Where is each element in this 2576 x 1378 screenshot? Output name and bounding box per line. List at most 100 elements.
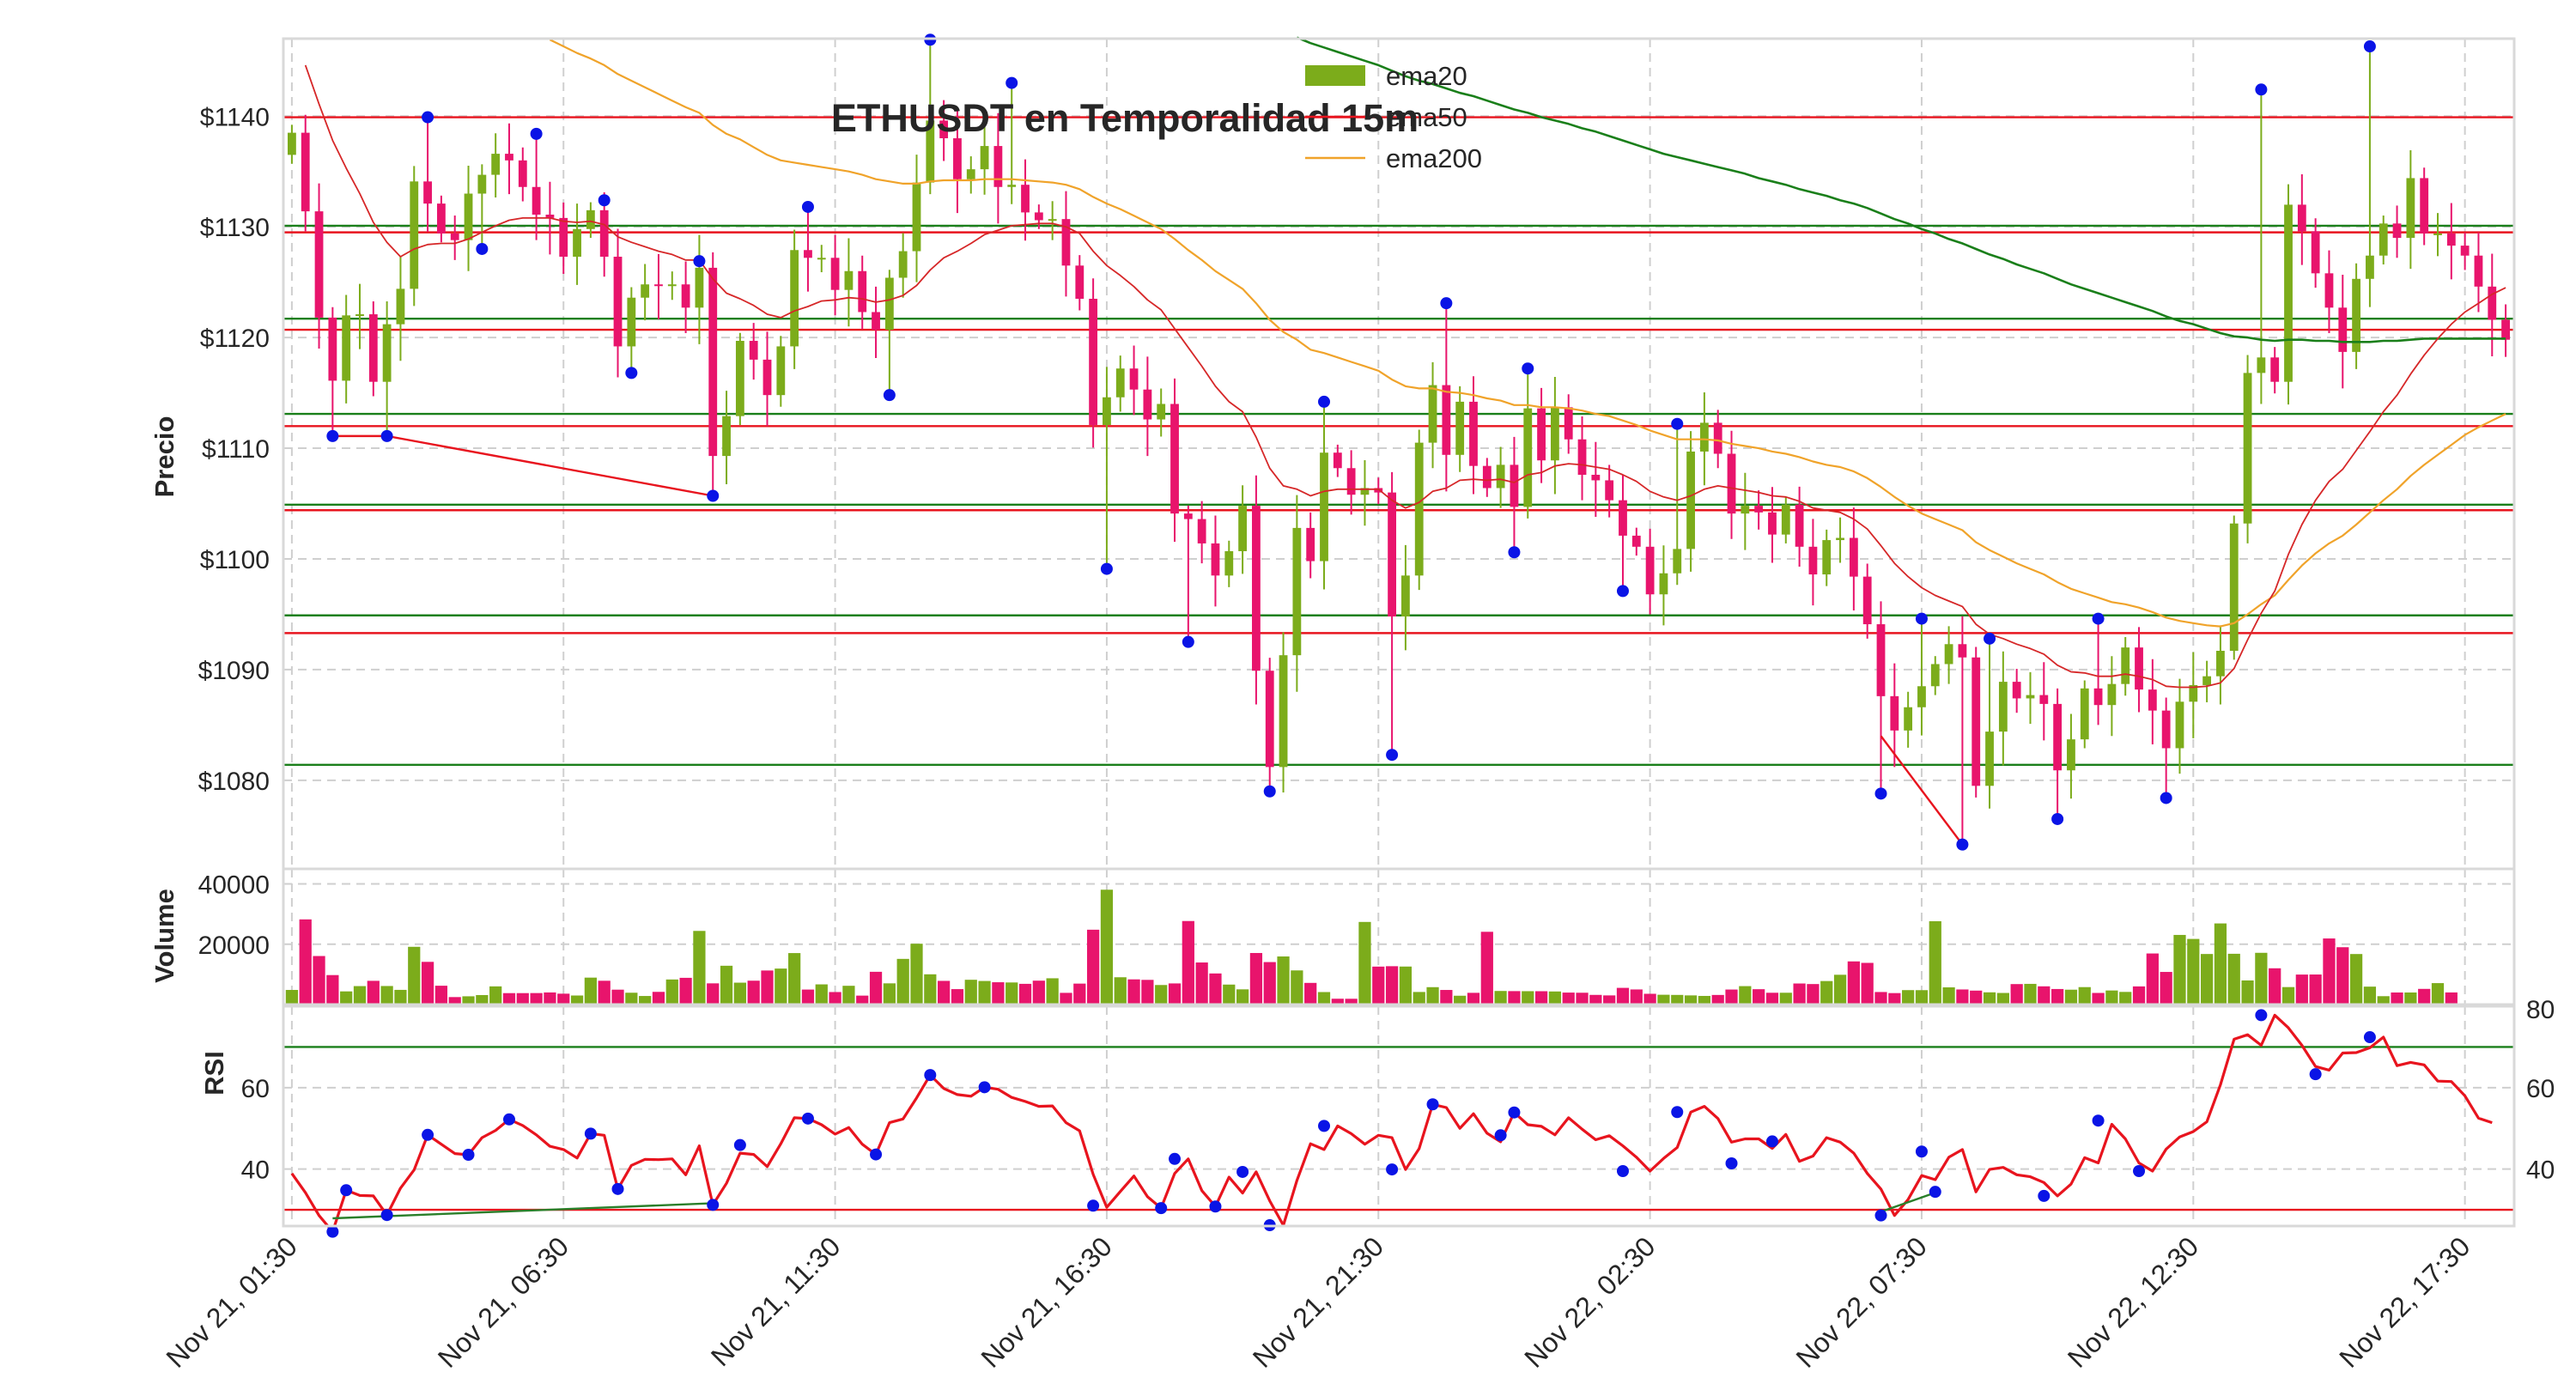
candle-body <box>2270 357 2280 382</box>
volume-bar <box>1209 973 1222 1005</box>
candle-body <box>2460 246 2470 256</box>
candle-body <box>1061 219 1071 266</box>
candle-body <box>1686 451 1695 549</box>
volume-bar <box>1548 991 1562 1005</box>
volume-bar <box>598 980 611 1005</box>
rsi-right-tick-label: 80 <box>2526 996 2555 1024</box>
candle-body <box>2080 688 2089 740</box>
candle-body <box>1496 464 1505 489</box>
volume-bar <box>1440 990 1453 1005</box>
price-tick-label: $1080 <box>198 768 270 796</box>
candle-body <box>2257 357 2266 373</box>
volume-bar <box>1114 977 1127 1005</box>
candle-body <box>1971 657 1981 786</box>
candle-body <box>1170 404 1179 514</box>
candle-body <box>1822 540 1832 575</box>
legend-label-ema20: ema20 <box>1386 61 1467 91</box>
volume-bar <box>1480 932 1493 1005</box>
volume-bar <box>733 982 746 1005</box>
rsi-pivot-marker <box>1169 1152 1182 1165</box>
candle-body <box>2297 204 2306 232</box>
candle-body <box>2067 739 2075 771</box>
volume-bar <box>408 946 421 1005</box>
rsi-pivot-marker <box>978 1081 991 1094</box>
volume-bar <box>992 982 1005 1005</box>
volume-bar <box>2295 974 2308 1005</box>
price-pivot-marker <box>1522 362 1534 375</box>
candle-body <box>2026 695 2035 699</box>
volume-bar <box>2445 992 2458 1005</box>
volume-bar <box>2024 983 2037 1005</box>
candle-body <box>423 181 432 204</box>
candle-body <box>545 215 555 218</box>
candle-body <box>505 154 513 161</box>
candle-body <box>627 297 636 347</box>
volume-bar <box>2119 992 2132 1005</box>
candle-body <box>2229 523 2239 652</box>
rsi-pivot-marker <box>2038 1189 2050 1202</box>
candle-body <box>1917 686 1926 707</box>
volume-bar <box>2227 953 2240 1005</box>
volume-bar <box>1956 989 1969 1005</box>
volume-bar <box>1793 983 1806 1005</box>
volume-bar <box>625 993 638 1005</box>
candle-body <box>288 132 296 155</box>
candle-body <box>884 277 894 331</box>
volume-bar <box>2146 953 2159 1005</box>
rsi-pivot-marker <box>1915 1145 1928 1158</box>
price-pivot-marker <box>1440 297 1453 310</box>
candle-body <box>790 250 799 347</box>
volume-bar <box>516 993 529 1005</box>
rsi-pivot-marker <box>1386 1163 1399 1176</box>
candle-body <box>2053 703 2063 771</box>
candle-body <box>749 340 758 360</box>
candle-body <box>559 217 568 257</box>
volume-bar <box>1657 994 1670 1005</box>
volume-bar <box>652 992 665 1005</box>
volume-bar <box>502 993 516 1005</box>
rsi-pivot-marker <box>1874 1209 1887 1222</box>
volume-bar <box>2160 972 2172 1005</box>
volume-bar <box>815 984 828 1005</box>
volume-bar <box>1807 984 1820 1005</box>
candle-body <box>2121 647 2130 684</box>
candle-body <box>830 258 840 290</box>
candle-body <box>2324 273 2334 308</box>
candle-body <box>1550 407 1559 461</box>
rsi-pivot-marker <box>733 1138 746 1151</box>
candle-body <box>2501 319 2510 340</box>
volume-bar <box>883 983 896 1005</box>
candle-body <box>2406 178 2415 239</box>
rsi-pivot-marker <box>1155 1202 1168 1215</box>
volume-bar <box>1413 992 1425 1005</box>
price-pivot-marker <box>326 429 339 442</box>
volume-bar <box>1820 980 1833 1005</box>
candle-body <box>695 267 704 308</box>
volume-bar <box>394 989 407 1005</box>
volume-bar <box>1589 994 1602 1005</box>
candle-body <box>2284 204 2293 382</box>
candle-body <box>953 138 962 179</box>
candle-body <box>1388 492 1396 617</box>
price-pivot-marker <box>625 367 638 379</box>
candle-body <box>1374 488 1383 493</box>
candle-body <box>1224 550 1234 576</box>
candle-body <box>1143 389 1152 420</box>
volume-bar <box>938 980 951 1005</box>
volume-bar <box>2010 984 2023 1005</box>
volume-bar <box>747 980 760 1005</box>
rsi-pivot-marker <box>2309 1068 2322 1081</box>
price-pivot-marker <box>883 389 896 402</box>
rsi-pivot-marker <box>2363 1031 2376 1044</box>
candle-body <box>1306 527 1315 562</box>
volume-bar <box>462 996 475 1005</box>
price-pivot-marker <box>2255 83 2268 96</box>
price-pivot-marker <box>1182 635 1194 648</box>
price-axis-label: Precio <box>149 416 179 498</box>
volume-bar <box>801 989 815 1005</box>
candle-body <box>2474 255 2483 287</box>
volume-bar <box>1765 993 1779 1005</box>
candle-body <box>2216 651 2225 677</box>
